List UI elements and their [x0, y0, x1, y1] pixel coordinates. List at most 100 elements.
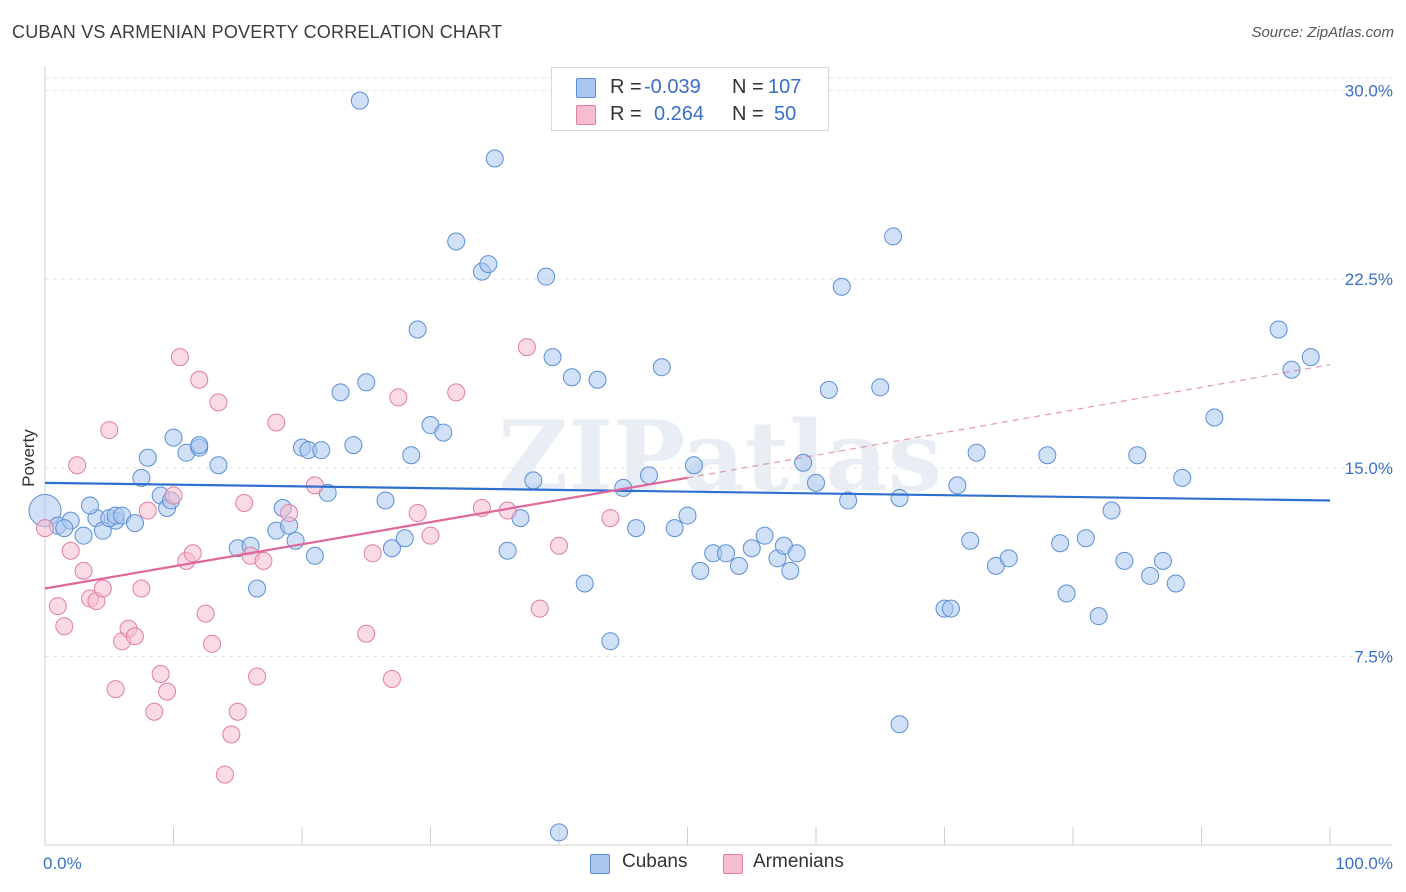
cubans-point — [639, 466, 658, 485]
cubans-point — [819, 380, 838, 399]
cubans-point — [80, 496, 99, 515]
armenians-point — [215, 765, 234, 784]
armenians-point — [357, 624, 376, 643]
armenians-point — [517, 338, 536, 357]
cubans-point — [402, 446, 421, 465]
armenians-point — [36, 519, 54, 538]
armenians-point — [550, 536, 568, 555]
legend-swatch-cubans — [576, 78, 596, 98]
armenians-point — [235, 493, 254, 512]
cubans-point — [807, 473, 825, 492]
armenians-point — [209, 393, 228, 412]
armenians-point — [170, 348, 189, 367]
cubans-point — [550, 823, 568, 842]
armenians-point — [389, 388, 408, 407]
x-tick-label: 100.0% — [1335, 854, 1393, 873]
armenians-point — [228, 702, 247, 721]
armenians-point — [145, 702, 164, 721]
armenians-point — [363, 544, 382, 563]
cubans-point — [832, 277, 851, 296]
armenians-point — [254, 551, 273, 570]
cubans-point — [395, 529, 414, 548]
armenians-point — [203, 634, 222, 653]
cubans-point — [543, 348, 562, 367]
cubans-point — [74, 526, 93, 545]
cubans-point — [839, 491, 858, 510]
legend-n-value: 50 — [774, 103, 797, 125]
cubans-point — [376, 491, 395, 510]
armenians-point — [196, 604, 215, 623]
armenians-point — [100, 421, 119, 440]
cubans-point — [627, 519, 646, 538]
legend-label-armenians: Armenians — [753, 851, 844, 872]
trend-lines — [44, 364, 1331, 590]
cubans-point — [447, 232, 466, 251]
cubans-point — [717, 544, 736, 563]
armenians-trend-line — [44, 476, 688, 590]
armenians-point — [68, 456, 87, 475]
legend-row-cubans: R = -0.039 N = 107 — [552, 74, 828, 102]
cubans-point — [1089, 607, 1108, 626]
chart-title: CUBAN VS ARMENIAN POVERTY CORRELATION CH… — [12, 22, 503, 42]
armenians-point — [158, 682, 177, 701]
armenians-trend-extension — [687, 364, 1331, 479]
cubans-point — [125, 514, 144, 533]
cubans-point — [1128, 446, 1147, 465]
armenians-point — [305, 476, 324, 495]
tick-labels: 7.5% 15.0% 22.5% 30.0% 0.0% 100.0% — [43, 82, 1393, 873]
cubans-point — [961, 531, 980, 550]
cubans-point — [485, 149, 504, 168]
legend-n-value: 107 — [768, 76, 802, 98]
cubans-point — [524, 471, 543, 490]
cubans-point — [1205, 408, 1224, 427]
y-tick-label: 22.5% — [1345, 270, 1393, 289]
armenians-point — [61, 541, 80, 560]
armenians-point — [408, 504, 427, 523]
cubans-point — [787, 544, 806, 563]
y-tick-label: 30.0% — [1345, 82, 1393, 101]
cubans-point — [1301, 348, 1320, 367]
cubans-point — [1076, 529, 1095, 548]
legend-r-label: R = — [610, 76, 642, 98]
cubans-point — [1141, 566, 1160, 585]
cubans-point — [537, 267, 556, 286]
armenians-point — [421, 526, 440, 545]
cubans-point — [691, 561, 710, 580]
armenians-point — [267, 413, 286, 432]
cubans-point — [575, 574, 594, 593]
cubans-point — [588, 370, 607, 389]
grid-lines — [45, 77, 1392, 657]
armenians-point — [447, 383, 466, 402]
legend-swatch-cubans — [590, 854, 610, 874]
cubans-point — [941, 599, 960, 618]
cubans-point — [382, 539, 401, 558]
cubans-point — [665, 519, 684, 538]
armenians-point — [151, 664, 170, 683]
cubans-point — [434, 423, 453, 442]
watermark: ZIPatlas — [498, 400, 942, 513]
cubans-point — [1282, 360, 1301, 379]
cubans-point — [890, 715, 909, 734]
cubans-point — [408, 320, 427, 339]
armenians-point — [190, 370, 209, 389]
cubans-point — [344, 436, 363, 455]
legend-row-armenians: R = 0.264 N = 50 — [552, 101, 828, 129]
cubans-point — [190, 436, 209, 455]
cubans-point — [209, 456, 228, 475]
y-tick-label: 7.5% — [1354, 647, 1393, 666]
armenians-point — [530, 599, 549, 618]
legend-r-value: 0.264 — [654, 103, 705, 125]
cubans-point — [1051, 534, 1070, 553]
legend-swatch-armenians — [576, 105, 596, 125]
armenians-point — [164, 486, 183, 505]
cubans-point — [479, 255, 498, 274]
stats-legend: R = -0.039 N = 107 R = 0.264 N = 50 — [551, 67, 829, 131]
cubans-point — [884, 227, 903, 246]
cubans-point — [1269, 320, 1288, 339]
cubans-point — [684, 456, 703, 475]
legend-r-value: -0.039 — [644, 76, 701, 98]
cubans-point — [312, 441, 331, 460]
cubans-point — [781, 561, 800, 580]
cubans-point — [164, 428, 183, 447]
